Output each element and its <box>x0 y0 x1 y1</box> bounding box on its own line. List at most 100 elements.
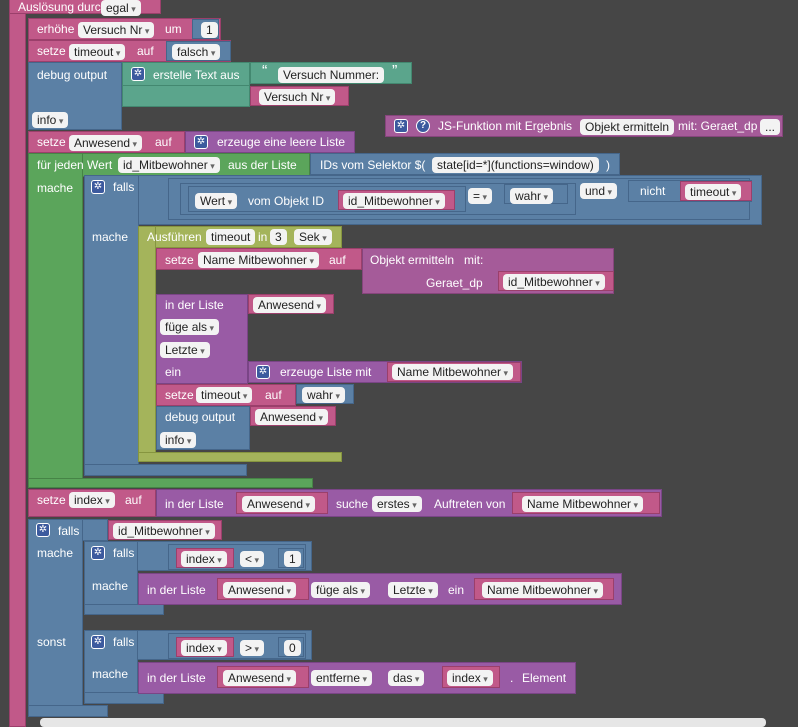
if-footer[interactable] <box>84 692 164 704</box>
selector-label: IDs vom Selektor $( <box>320 158 426 172</box>
increment-var-dropdown[interactable]: Versuch Nr <box>78 22 155 38</box>
if-body-rail[interactable] <box>84 175 139 476</box>
var-id-mitbewohner-dropdown[interactable]: id_Mitbewohner <box>503 274 605 290</box>
selector-close-label: ) <box>606 158 610 172</box>
gear-icon[interactable]: ✲ <box>91 546 105 560</box>
increment-number-field[interactable]: 1 <box>201 22 218 38</box>
set-anwesend-var-dropdown[interactable]: Anwesend <box>69 135 143 151</box>
selector-field[interactable]: state[id=*](functions=window) <box>432 157 599 173</box>
set-label: setze <box>37 44 66 58</box>
number-field[interactable]: 1 <box>284 551 301 567</box>
var-index-dropdown[interactable]: index <box>181 551 227 567</box>
list-where-dropdown[interactable]: das <box>388 670 425 686</box>
var-name-mitbewohner-dropdown[interactable]: Name Mitbewohner <box>522 496 644 512</box>
foreach-var-dropdown[interactable]: id_Mitbewohner <box>118 157 220 173</box>
gear-icon[interactable]: ✲ <box>394 119 408 133</box>
gear-icon[interactable]: ✲ <box>36 523 50 537</box>
if-label: falls <box>58 524 80 538</box>
if-footer[interactable] <box>84 604 164 615</box>
compare-op-dropdown[interactable]: < <box>240 551 265 567</box>
var-name-mitbewohner-dropdown[interactable]: Name Mitbewohner <box>482 582 604 598</box>
state-attr-dropdown[interactable]: Wert <box>195 193 238 209</box>
text-literal-field[interactable]: Versuch Nummer: <box>278 67 385 83</box>
horizontal-scrollbar[interactable] <box>40 718 766 727</box>
create-empty-list-label: erzeuge eine leere Liste <box>217 135 346 149</box>
if-mache-label: mache <box>92 230 129 244</box>
foreach-footer[interactable] <box>28 478 313 488</box>
list-search-which-dropdown[interactable]: erstes <box>372 496 422 512</box>
foreach-label: für jeden Wert <box>37 158 113 172</box>
if-else-body-rail[interactable] <box>28 519 83 717</box>
debug-level-dropdown[interactable]: info <box>160 432 197 448</box>
exec-var-field[interactable]: timeout <box>206 229 256 245</box>
exec-num-field[interactable]: 3 <box>270 229 287 245</box>
set-auf-label: auf <box>125 493 142 507</box>
var-index-dropdown[interactable]: index <box>447 670 493 686</box>
exec-timeout-rail[interactable] <box>138 226 156 462</box>
call-function-param-label: Geraet_dp <box>426 276 483 290</box>
create-text-block-lower[interactable] <box>122 85 250 107</box>
set-timeout-var-dropdown[interactable]: timeout <box>69 44 126 60</box>
logic-op-dropdown[interactable]: und <box>580 183 618 199</box>
js-function-name-field[interactable]: Objekt ermitteln <box>580 119 675 135</box>
var-anwesend-dropdown[interactable]: Anwesend <box>223 670 297 686</box>
bool-true-dropdown[interactable]: wahr <box>510 188 554 204</box>
help-icon[interactable]: ? <box>416 119 430 133</box>
gear-icon[interactable]: ✲ <box>131 67 145 81</box>
if-mache-label: mache <box>92 667 129 681</box>
bool-true-dropdown[interactable]: wahr <box>302 387 346 403</box>
if-else-label: sonst <box>37 635 66 649</box>
var-timeout-dropdown[interactable]: timeout <box>685 184 742 200</box>
list-insert-pos-dropdown[interactable]: Letzte <box>160 342 210 358</box>
debug-level-dropdown[interactable]: info <box>32 112 69 128</box>
debug-label: debug output <box>165 410 236 424</box>
var-index-dropdown[interactable]: index <box>181 640 227 656</box>
var-id-mitbewohner-dropdown[interactable]: id_Mitbewohner <box>343 193 445 209</box>
bool-false-dropdown[interactable]: falsch <box>172 44 221 60</box>
set-auf-label: auf <box>137 44 154 58</box>
list-insert-pos-dropdown[interactable]: Letzte <box>388 582 438 598</box>
quote-open-icon: “ <box>262 63 268 80</box>
var-id-mitbewohner-dropdown[interactable]: id_Mitbewohner <box>113 523 215 539</box>
if-label: falls <box>113 635 135 649</box>
var-anwesend-dropdown[interactable]: Anwesend <box>255 409 329 425</box>
if-else-footer[interactable] <box>28 705 108 717</box>
trigger-block[interactable] <box>9 0 26 727</box>
list-insert-block[interactable] <box>156 294 248 384</box>
list-insert-label: in der Liste <box>165 298 224 312</box>
list-search-occurrence-label: Auftreten von <box>434 497 506 511</box>
trigger-mode-dropdown[interactable]: egal <box>101 0 141 16</box>
set-index-var-dropdown[interactable]: index <box>69 492 115 508</box>
list-insert-mode-dropdown[interactable]: füge als <box>160 319 220 335</box>
set-label: setze <box>165 253 194 267</box>
set-timeout-var-dropdown[interactable]: timeout <box>196 387 253 403</box>
var-versuch-nr-dropdown[interactable]: Versuch Nr <box>259 89 336 105</box>
set-name-var-dropdown[interactable]: Name Mitbewohner <box>198 252 320 268</box>
create-text-label: erstelle Text aus <box>153 68 240 82</box>
gear-icon[interactable]: ✲ <box>256 365 270 379</box>
number-field[interactable]: 0 <box>284 640 301 656</box>
gear-icon[interactable]: ✲ <box>91 180 105 194</box>
list-insert-label: in der Liste <box>147 583 206 597</box>
if-label: falls <box>113 180 135 194</box>
gear-icon[interactable]: ✲ <box>194 135 208 149</box>
list-insert-mode-dropdown[interactable]: füge als <box>311 582 371 598</box>
create-list-with-label: erzeuge Liste mit <box>280 365 372 379</box>
js-function-more-field[interactable]: ... <box>760 119 781 135</box>
js-function-param-label: mit: Geraet_dp <box>678 119 758 133</box>
list-action-dropdown[interactable]: entferne <box>311 670 373 686</box>
exec-timeout-footer[interactable] <box>138 452 342 462</box>
var-anwesend-dropdown[interactable]: Anwesend <box>253 297 327 313</box>
compare-op-dropdown[interactable]: > <box>240 640 265 656</box>
var-name-mitbewohner-dropdown[interactable]: Name Mitbewohner <box>392 364 514 380</box>
foreach-body-rail[interactable] <box>28 153 83 488</box>
if-footer[interactable] <box>84 464 247 476</box>
var-anwesend-dropdown[interactable]: Anwesend <box>242 496 316 512</box>
exec-unit-dropdown[interactable]: Sek <box>294 229 332 245</box>
list-remove-block[interactable] <box>138 662 576 694</box>
create-empty-list-block[interactable] <box>185 131 355 153</box>
var-anwesend-dropdown[interactable]: Anwesend <box>223 582 297 598</box>
gear-icon[interactable]: ✲ <box>91 635 105 649</box>
compare-op-dropdown[interactable]: = <box>468 188 493 204</box>
